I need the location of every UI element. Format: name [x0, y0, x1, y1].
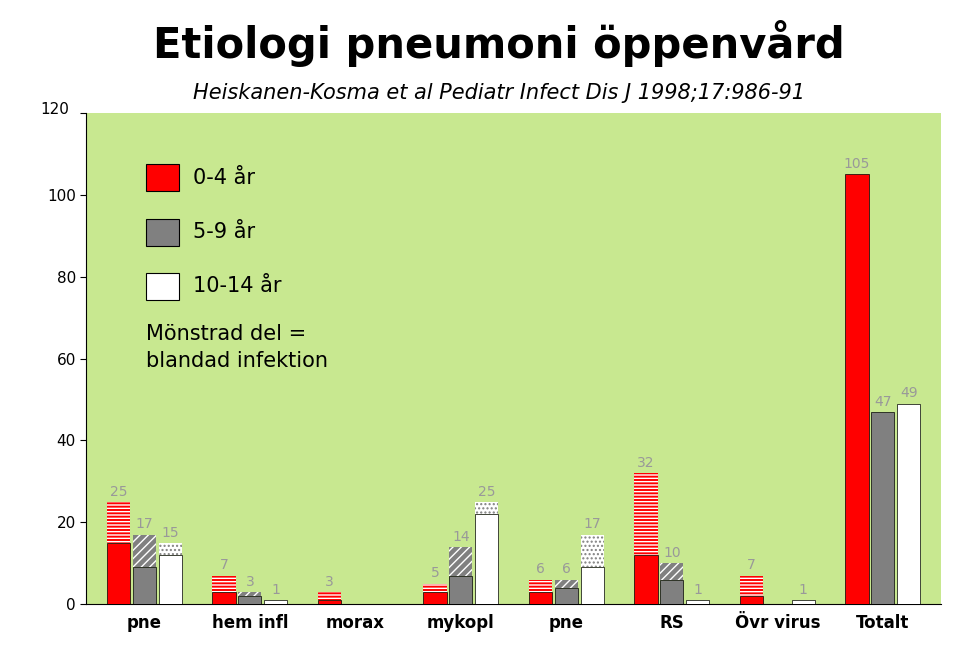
- Bar: [264, 600, 287, 604]
- Bar: [555, 580, 578, 588]
- Text: 1: 1: [693, 583, 702, 597]
- Text: 120: 120: [40, 102, 69, 117]
- Bar: [107, 502, 131, 543]
- Text: 10: 10: [663, 546, 681, 560]
- FancyBboxPatch shape: [146, 218, 179, 246]
- Bar: [581, 535, 604, 567]
- Bar: [475, 502, 498, 514]
- Bar: [449, 576, 472, 604]
- Bar: [423, 592, 446, 604]
- Bar: [107, 543, 131, 604]
- Text: Mönstrad del =
blandad infektion: Mönstrad del = blandad infektion: [146, 324, 328, 371]
- Text: 10-14 år: 10-14 år: [193, 276, 281, 296]
- Bar: [740, 576, 763, 596]
- Text: 6: 6: [562, 562, 571, 576]
- Text: 0-4 år: 0-4 år: [193, 168, 255, 188]
- Text: 5-9 år: 5-9 år: [193, 222, 255, 242]
- Bar: [581, 567, 604, 604]
- Bar: [555, 588, 578, 604]
- Bar: [740, 596, 763, 604]
- Bar: [871, 412, 895, 604]
- Text: 1: 1: [799, 583, 807, 597]
- Text: 1: 1: [272, 583, 280, 597]
- Text: 47: 47: [874, 394, 892, 408]
- Text: 7: 7: [747, 558, 756, 572]
- Bar: [423, 584, 446, 592]
- Bar: [792, 600, 815, 604]
- Text: 49: 49: [900, 386, 918, 400]
- Bar: [475, 514, 498, 604]
- Text: 17: 17: [584, 517, 601, 531]
- Text: Heiskanen-Kosma et al Pediatr Infect Dis J 1998;17:986-91: Heiskanen-Kosma et al Pediatr Infect Dis…: [193, 83, 805, 103]
- Bar: [529, 580, 552, 592]
- Text: 17: 17: [135, 517, 154, 531]
- Bar: [158, 555, 181, 604]
- Bar: [318, 600, 341, 604]
- Bar: [897, 404, 921, 604]
- Bar: [635, 473, 658, 555]
- Text: 5: 5: [431, 566, 440, 580]
- Bar: [132, 567, 156, 604]
- Text: 25: 25: [478, 485, 495, 499]
- Bar: [635, 555, 658, 604]
- Text: 6: 6: [536, 562, 545, 576]
- Bar: [318, 592, 341, 600]
- Text: 105: 105: [844, 157, 870, 171]
- FancyBboxPatch shape: [146, 272, 179, 299]
- Bar: [529, 592, 552, 604]
- Bar: [449, 547, 472, 576]
- Bar: [686, 600, 709, 604]
- Text: Etiologi pneumoni öppenvård: Etiologi pneumoni öppenvård: [154, 20, 845, 67]
- FancyBboxPatch shape: [146, 165, 179, 191]
- Text: 14: 14: [452, 530, 469, 544]
- Text: 15: 15: [161, 525, 180, 540]
- Bar: [238, 596, 261, 604]
- Text: 3: 3: [325, 574, 334, 589]
- Bar: [660, 580, 684, 604]
- Bar: [132, 535, 156, 567]
- Bar: [158, 543, 181, 555]
- Bar: [238, 592, 261, 596]
- Bar: [212, 576, 235, 592]
- Bar: [212, 592, 235, 604]
- Text: 3: 3: [246, 574, 254, 589]
- Text: 7: 7: [220, 558, 228, 572]
- Bar: [846, 174, 869, 604]
- Text: 25: 25: [109, 485, 128, 499]
- Text: 32: 32: [637, 456, 655, 470]
- Bar: [660, 563, 684, 580]
